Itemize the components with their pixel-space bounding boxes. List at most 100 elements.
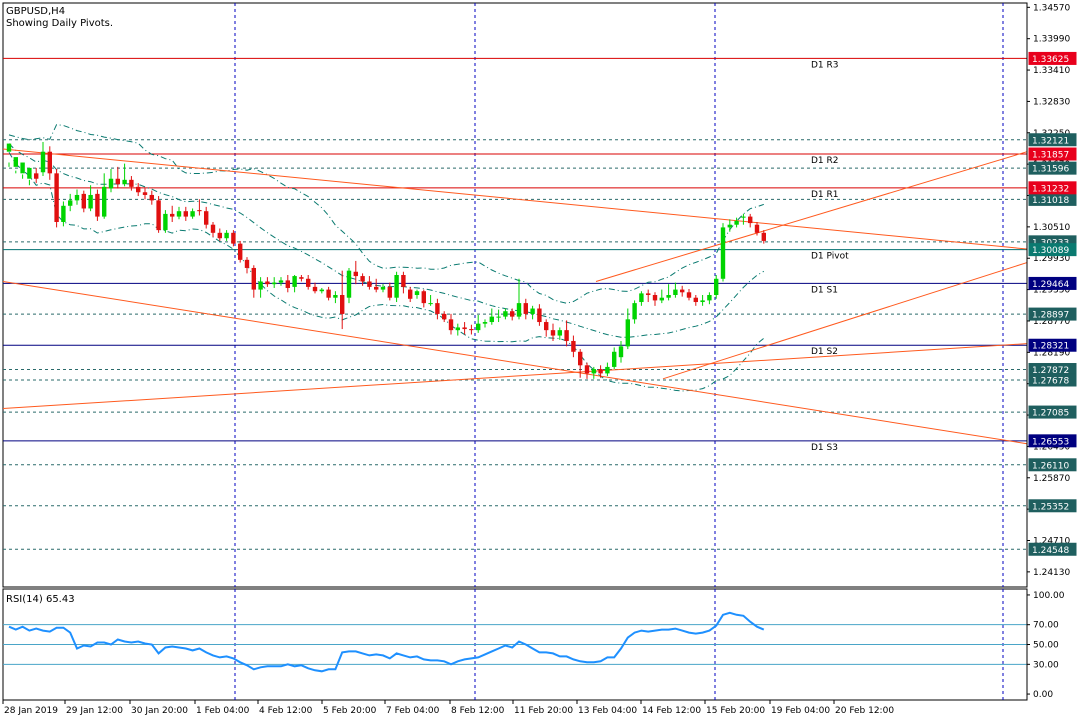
price-tag-label: 1.31232 <box>1032 184 1069 194</box>
candle-body <box>734 220 739 225</box>
candle-body <box>761 232 766 241</box>
candle <box>190 208 195 219</box>
channel-lower-band <box>8 151 765 392</box>
candle-body <box>190 211 195 217</box>
candle-body <box>129 179 134 187</box>
candle <box>394 271 399 303</box>
time-tick-label: 20 Feb 12:00 <box>835 706 894 716</box>
price-tag-label: 1.26553 <box>1032 437 1069 447</box>
main-pane-frame <box>2 2 1028 588</box>
candle-body <box>108 178 114 189</box>
candle-body <box>414 291 420 295</box>
candle-body <box>367 281 372 287</box>
price-tag-box <box>1028 147 1077 161</box>
candle <box>346 267 352 304</box>
candle-body <box>741 216 746 218</box>
price-tag-label: 1.31596 <box>1032 165 1069 175</box>
candle-body <box>489 316 494 323</box>
candle-body <box>340 295 345 314</box>
price-tag-box <box>1028 276 1077 290</box>
candle-body <box>428 303 433 305</box>
candle-body <box>353 271 358 277</box>
candle <box>224 230 229 241</box>
candle <box>68 193 73 212</box>
candle <box>693 295 698 306</box>
candle-body <box>408 289 413 299</box>
candle-body <box>707 295 712 301</box>
candle-body <box>374 286 379 290</box>
candle <box>503 308 508 320</box>
price-tick-label: 1.26450 <box>1033 442 1070 452</box>
candle-body <box>95 193 100 217</box>
candle-body <box>727 224 732 228</box>
candle-body <box>20 162 25 174</box>
candle-body <box>326 289 331 298</box>
price-tag-label: 1.32121 <box>1032 136 1069 146</box>
candle-body <box>673 289 678 295</box>
candle <box>299 274 304 282</box>
candle-body <box>258 281 263 290</box>
candle-body <box>6 143 12 152</box>
price-tag-box <box>1028 243 1077 257</box>
candle-body <box>244 259 250 268</box>
candle <box>734 217 739 228</box>
candle <box>115 166 120 189</box>
candle <box>340 270 345 330</box>
candle-body <box>251 267 256 290</box>
candle <box>448 313 454 335</box>
candle-body <box>115 178 120 185</box>
candle <box>544 319 549 337</box>
candle <box>469 324 474 335</box>
candle <box>625 308 630 350</box>
time-tick-label: 5 Feb 20:00 <box>323 706 377 716</box>
candle-body <box>68 200 73 206</box>
candle <box>292 274 297 293</box>
candle-body <box>666 295 671 298</box>
price-tag: 1.28321 <box>1028 338 1077 352</box>
candle <box>88 185 93 212</box>
time-tick-label: 13 Feb 04:00 <box>578 706 637 716</box>
candle-body <box>442 313 447 320</box>
candle <box>136 183 141 197</box>
price-tag: 1.30089 <box>1028 243 1077 257</box>
candle-body <box>197 210 202 212</box>
candle-body <box>503 311 508 317</box>
candle <box>74 189 80 205</box>
price-tag-box <box>1028 51 1077 65</box>
price-tick-label: 1.32830 <box>1033 97 1070 107</box>
candle-body <box>557 330 562 336</box>
candle <box>54 169 59 228</box>
candle <box>319 287 324 294</box>
candle <box>102 173 107 219</box>
trend-line <box>2 280 1028 445</box>
candle <box>707 292 712 305</box>
candle <box>34 167 39 184</box>
price-tag-box <box>1028 181 1077 195</box>
price-tag-box <box>1028 338 1077 352</box>
candle-body <box>380 286 386 290</box>
price-tag: 1.31232 <box>1028 181 1077 195</box>
price-tick-label: 1.24130 <box>1033 568 1070 578</box>
candle <box>156 196 161 233</box>
price-tag-label: 1.28321 <box>1032 342 1069 352</box>
candle-body <box>170 213 175 217</box>
candle <box>632 300 637 324</box>
candle <box>238 240 243 263</box>
candle <box>40 141 46 177</box>
candle-body <box>40 151 46 173</box>
channel-upper-band <box>8 124 764 304</box>
candle <box>197 199 202 216</box>
candle <box>353 260 358 285</box>
candle-body <box>122 179 127 185</box>
pivot-label: D1 Pivot <box>811 252 849 262</box>
candle-body <box>612 351 617 367</box>
candle <box>564 320 569 347</box>
candle-body <box>550 330 556 336</box>
candle-body <box>346 270 352 298</box>
candle-body <box>238 243 243 260</box>
candle <box>605 362 610 377</box>
price-tag-box <box>1028 373 1077 387</box>
candle-body <box>455 327 460 331</box>
candle <box>584 362 590 379</box>
rsi-tick-label: 100.00 <box>1033 591 1065 601</box>
